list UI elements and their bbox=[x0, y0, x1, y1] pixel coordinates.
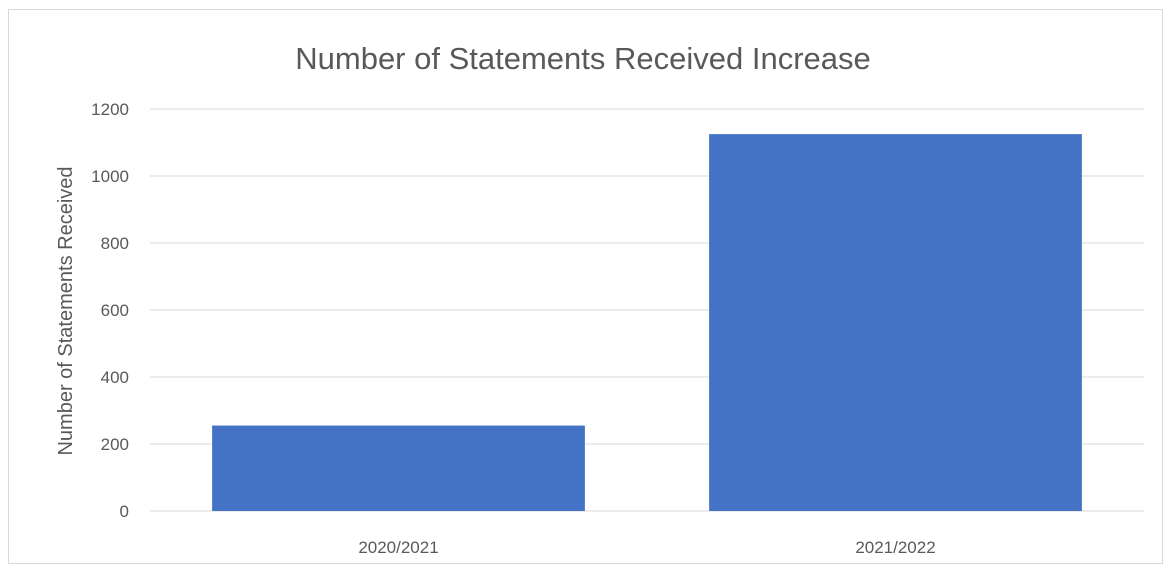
y-tick-label: 0 bbox=[120, 502, 129, 521]
y-tick-label: 1200 bbox=[91, 100, 129, 119]
chart-title: Number of Statements Received Increase bbox=[295, 41, 871, 76]
y-tick-label: 800 bbox=[101, 234, 129, 253]
x-tick-label: 2021/2022 bbox=[855, 538, 935, 557]
x-tick-label: 2020/2021 bbox=[358, 538, 438, 557]
bar-2021-2022 bbox=[709, 134, 1082, 511]
y-tick-label: 400 bbox=[101, 368, 129, 387]
bars bbox=[212, 134, 1082, 511]
y-axis-ticks: 0 200 400 600 800 1000 1200 bbox=[91, 100, 129, 521]
y-tick-label: 600 bbox=[101, 301, 129, 320]
bar-2020-2021 bbox=[212, 425, 585, 511]
y-tick-label: 200 bbox=[101, 435, 129, 454]
y-tick-label: 1000 bbox=[91, 167, 129, 186]
y-axis-label: Number of Statements Received bbox=[55, 166, 77, 455]
x-axis-ticks: 2020/2021 2021/2022 bbox=[358, 538, 935, 557]
